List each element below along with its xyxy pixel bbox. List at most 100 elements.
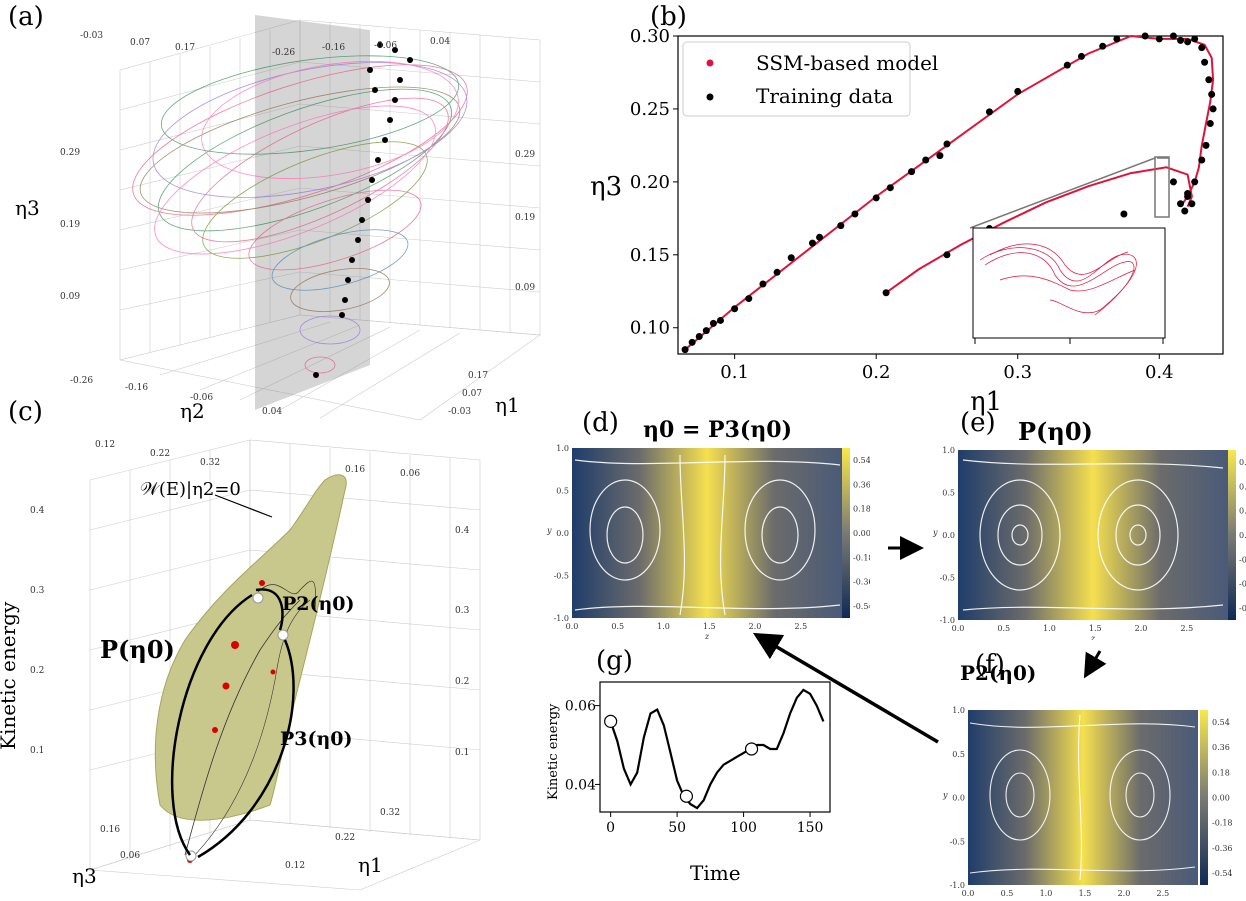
c-p2-label: P2(η0): [282, 593, 355, 615]
flow-xtick-label: 1.0: [1043, 624, 1056, 633]
colorbar-tick-label: -0.54: [853, 602, 870, 611]
g-kinetic-energy-line: [609, 688, 825, 810]
d-field: [572, 448, 842, 618]
manifold-surface: [154, 474, 347, 821]
b-training-point: [681, 346, 689, 354]
flow-xtick-label: 0.5: [611, 622, 624, 631]
a-bl-tick-2: -0.06: [190, 393, 213, 403]
panel-label-f: (f): [975, 650, 1005, 680]
b-training-point: [1206, 120, 1214, 128]
flow-ytick-label: 0.0: [556, 529, 569, 538]
b-training-point: [1141, 32, 1149, 40]
c-left-tick-3: 0.1: [30, 746, 44, 756]
panel-label-g: (g): [596, 646, 633, 676]
a-top-tick-5: -0.06: [374, 41, 397, 51]
colorbar-tick-label: 0.15: [1239, 507, 1246, 516]
c-top-tick-1: 0.22: [150, 449, 170, 459]
flow-ytick-label: 0.0: [952, 794, 965, 803]
a-left-tick-2: 0.09: [60, 292, 80, 302]
flow-xtick-label: 0.5: [997, 624, 1010, 633]
g-marker: [744, 742, 759, 756]
a-br-tick-1: 0.07: [462, 389, 482, 399]
flow-ytick-label: 0.5: [556, 487, 569, 496]
b-xtick-label: 0.4: [1145, 362, 1174, 383]
b-ytick-label: 0.15: [630, 245, 670, 266]
legend-marker-training: [706, 93, 714, 101]
b-training-point: [872, 194, 880, 202]
e-title: P(η0): [1018, 417, 1093, 446]
c-left-tick-0: 0.4: [30, 506, 45, 516]
b-training-point: [1169, 178, 1177, 186]
a-left-tick-1: 0.19: [60, 220, 80, 230]
a-xlabel: η2: [180, 399, 205, 423]
b-xtick-label: 0.2: [862, 362, 891, 383]
d-colorbar: [842, 448, 850, 618]
panel-a-grid: [119, 19, 541, 421]
c-left-tick-1: 0.3: [30, 586, 45, 596]
b-training-point: [943, 140, 951, 148]
flow-xtick-label: 2.0: [749, 622, 762, 631]
a-br-tick-2: -0.03: [448, 407, 471, 417]
g-xtick-label: 100: [730, 820, 757, 836]
flow-xtick-label: 2.0: [1118, 889, 1131, 898]
colorbar-tick-label: 0.18: [853, 505, 870, 514]
b-training-point: [936, 152, 944, 160]
b-training-point: [882, 289, 890, 297]
panel-label-a: (a): [8, 2, 44, 32]
a-bl-tick-3: 0.04: [262, 407, 282, 417]
a-ylabel: η1: [495, 393, 520, 417]
c-xlabel: η3: [72, 864, 97, 888]
flow-xtick-label: 0.0: [566, 622, 579, 631]
c-top-tick-3: 0.16: [345, 465, 365, 475]
g-xtick-label: 150: [797, 820, 824, 836]
c-p1-label: P(η0): [100, 635, 175, 664]
g-marker: [604, 714, 618, 728]
a-top-tick-4: -0.16: [322, 43, 345, 53]
b-training-point: [1198, 156, 1206, 164]
g-xtick-label: 50: [668, 820, 686, 836]
panel-c-3d-plot: 0.12 0.22 0.32 0.16 0.06 0.4 0.3 0.2 0.1…: [0, 439, 481, 891]
b-training-point: [1205, 76, 1213, 84]
b-training-point: [1184, 38, 1192, 46]
b-xtick-label: 0.3: [1003, 362, 1032, 383]
b-training-point: [1191, 178, 1199, 186]
flow-xtick-label: 1.5: [703, 622, 716, 631]
c-ylabel: η1: [358, 853, 383, 877]
b-training-point: [1201, 58, 1209, 66]
b-training-point: [908, 168, 916, 176]
colorbar-tick-label: 0.54: [1212, 718, 1230, 727]
b-training-point: [1191, 35, 1199, 43]
flow-ylabel: y: [942, 791, 948, 800]
b-training-point: [787, 254, 795, 262]
panel-label-e: (e): [960, 408, 996, 438]
f-streamlines: [969, 714, 1196, 881]
c-manifold-label: 𝒲(E)|η2=0: [140, 479, 241, 500]
colorbar-tick-label: -0.18: [1212, 819, 1233, 828]
flow-xtick-label: 0.0: [952, 624, 965, 633]
trajectory-bundle: [132, 55, 468, 374]
c-arrows: [171, 588, 295, 859]
b-training-point: [808, 239, 816, 247]
b-training-point: [773, 268, 781, 276]
flow-xtick-label: 1.0: [657, 622, 670, 631]
b-training-point: [759, 280, 767, 288]
b-training-point: [1155, 35, 1163, 43]
b-training-point: [716, 316, 724, 324]
b-training-point: [1120, 210, 1128, 218]
g-ylabel: Kinetic energy: [546, 703, 561, 800]
legend-label-ssm: SSM-based model: [756, 51, 938, 75]
flow-ytick-label: 1.0: [942, 446, 955, 455]
flow-ylabel: y: [932, 528, 938, 537]
b-training-point: [1063, 61, 1071, 69]
a-zlabel: η3: [15, 196, 40, 220]
colorbar-tick-label: 0.18: [1212, 768, 1230, 777]
flow-xtick-label: 1.5: [1079, 889, 1092, 898]
legend-label-training: Training data: [756, 84, 893, 108]
legend-marker-ssm: [706, 59, 714, 67]
a-br-tick-0: 0.17: [468, 371, 488, 381]
b-training-point: [688, 338, 696, 346]
a-top-tick-2: 0.17: [175, 43, 195, 53]
d-title: η0 = P3(η0): [643, 417, 792, 443]
section-plane: [255, 15, 370, 410]
